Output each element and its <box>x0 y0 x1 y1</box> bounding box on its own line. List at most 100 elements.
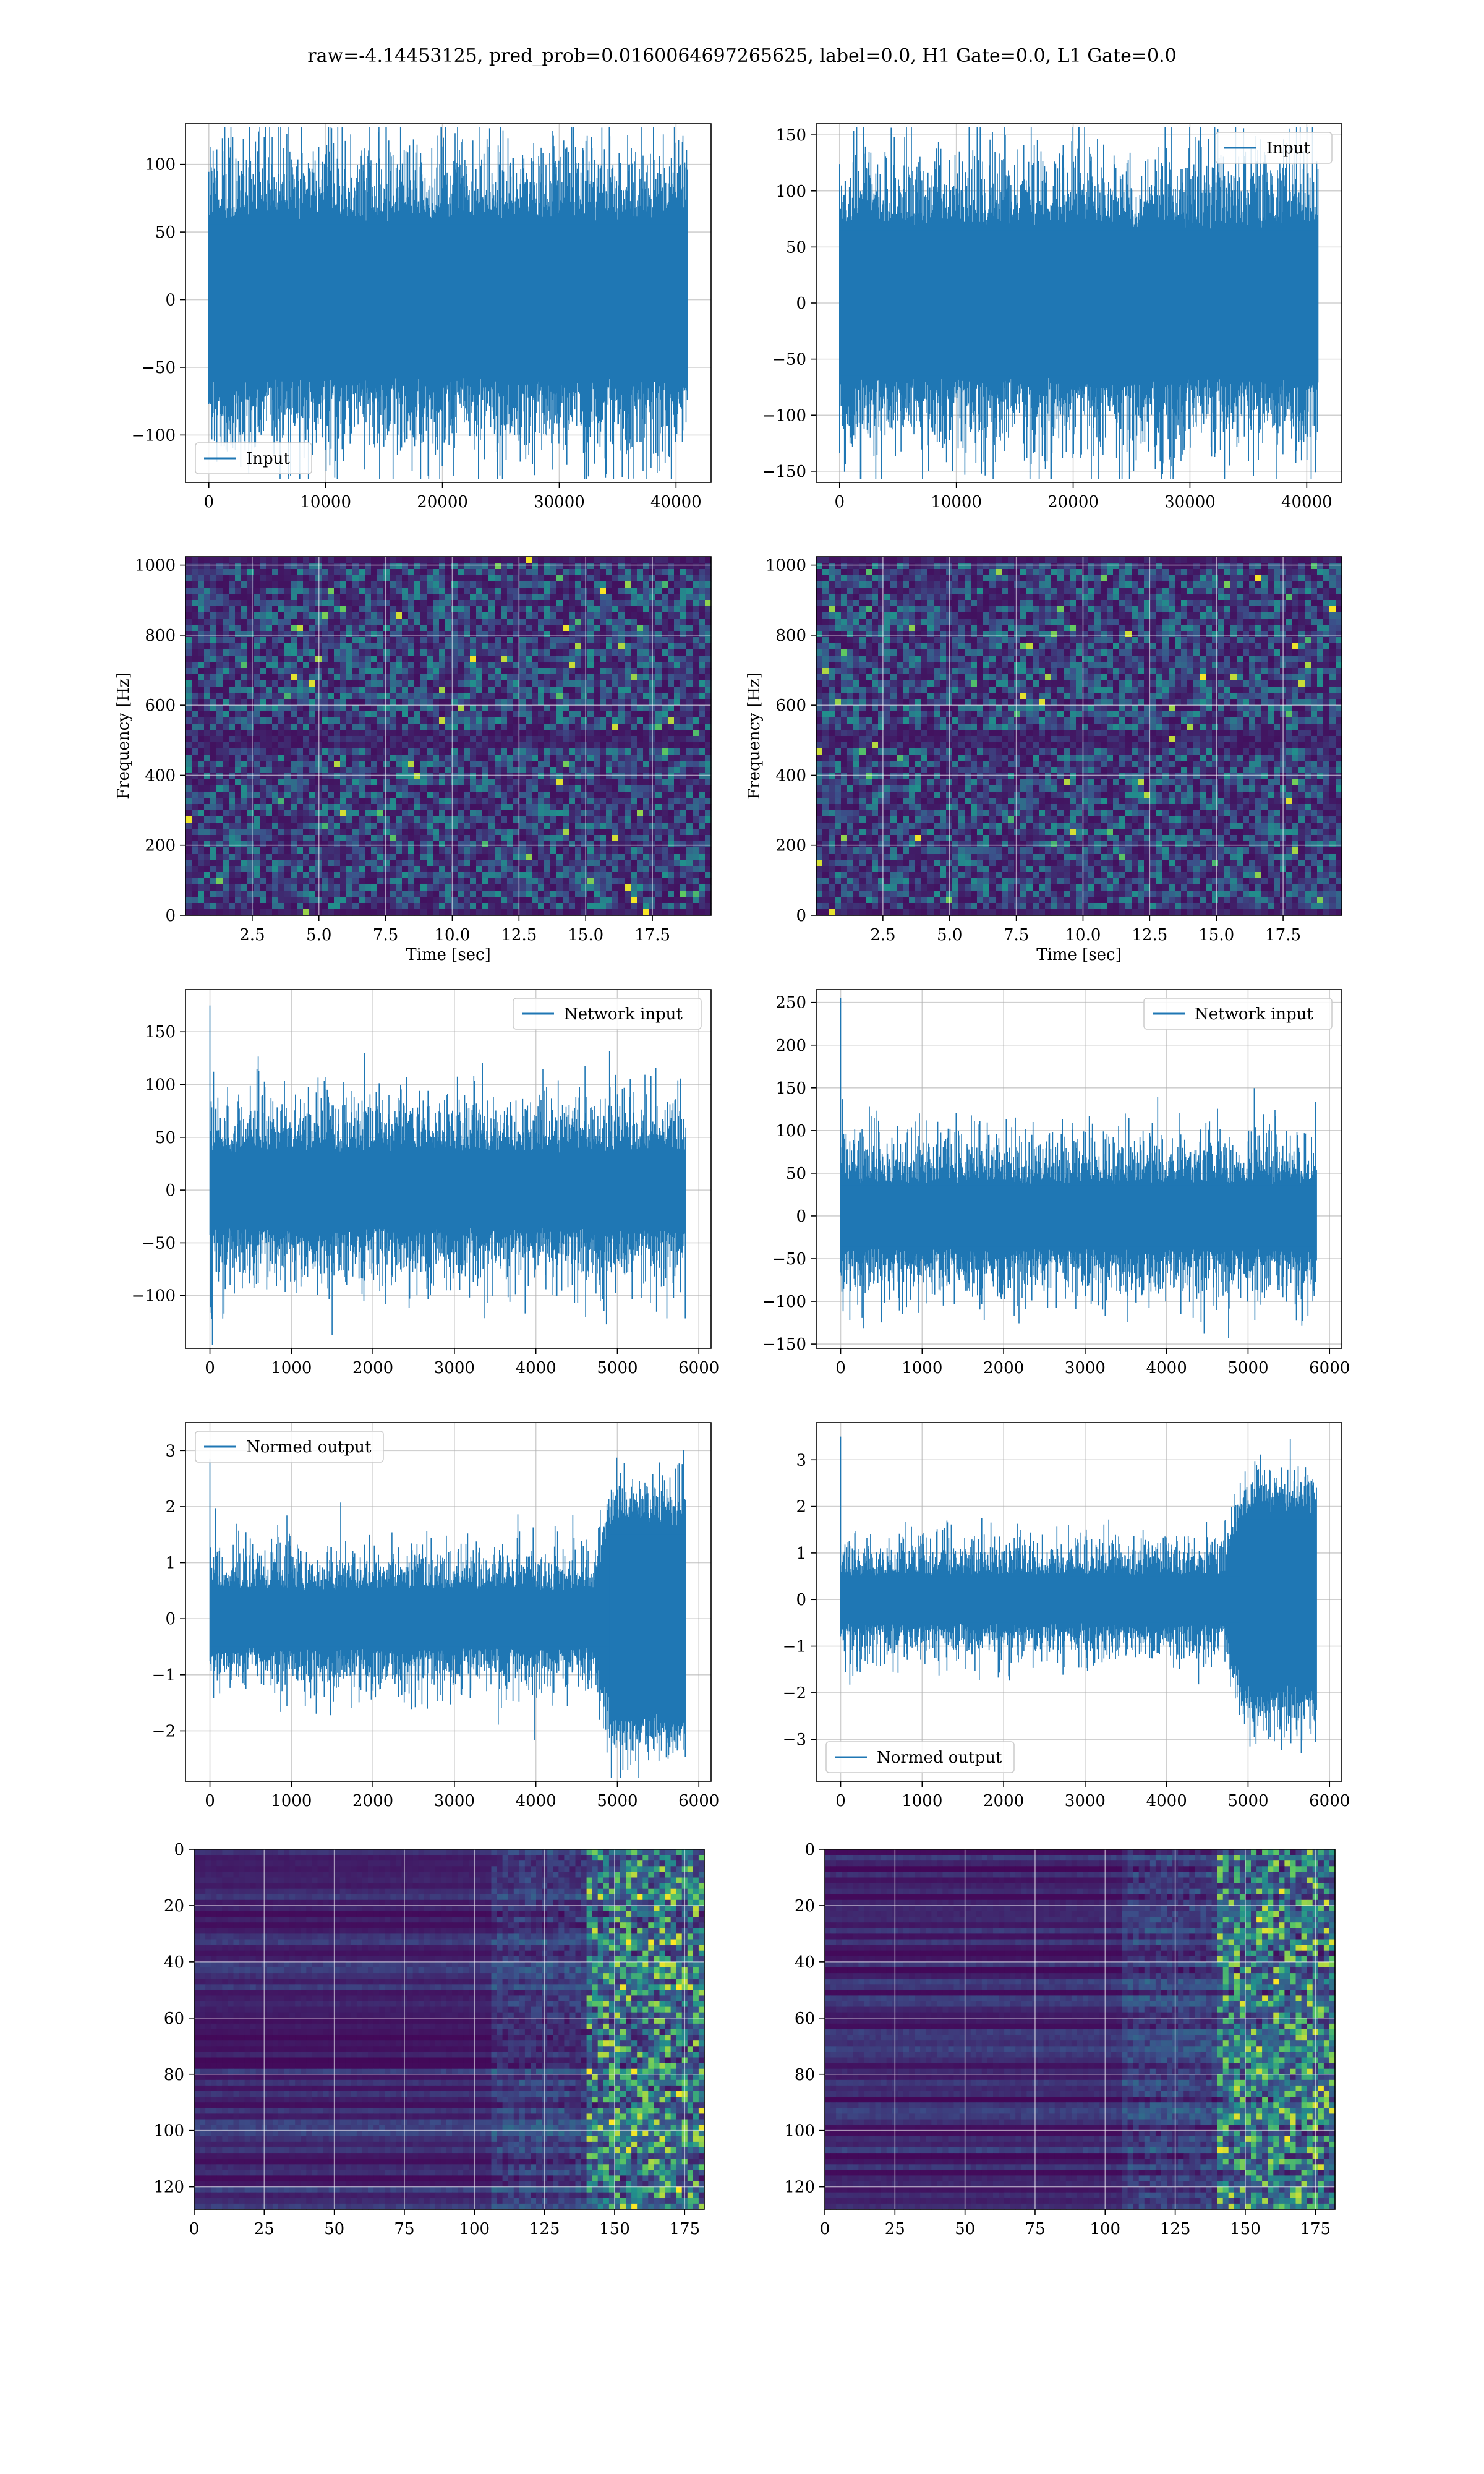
heatmap-cell <box>322 711 328 718</box>
heatmap-cell <box>390 687 396 693</box>
heatmap-cell <box>272 767 279 774</box>
heatmap-cell <box>272 705 279 712</box>
heatmap-cell <box>383 699 390 706</box>
heatmap-cell <box>482 884 489 891</box>
heatmap-cell <box>284 835 291 842</box>
heatmap-cell <box>563 637 569 644</box>
heatmap-cell <box>668 860 675 867</box>
heatmap-cell <box>303 804 310 811</box>
heatmap-cell <box>334 755 341 761</box>
heatmap-cell <box>674 705 681 712</box>
heatmap-cell <box>674 680 681 687</box>
heatmap-cell <box>526 711 532 718</box>
heatmap-cell <box>260 717 267 724</box>
heatmap-cell <box>662 649 668 656</box>
heatmap-cell <box>346 829 353 836</box>
heatmap-cell <box>519 785 526 792</box>
heatmap-cell <box>229 810 236 817</box>
heatmap-cell <box>482 674 489 681</box>
heatmap-cell <box>309 687 316 693</box>
heatmap-cell <box>482 730 489 737</box>
heatmap-cell <box>359 854 365 860</box>
heatmap-cell <box>507 792 514 798</box>
heatmap-cell <box>390 618 396 625</box>
heatmap-cell <box>297 835 304 842</box>
heatmap-cell <box>637 730 644 737</box>
heatmap-cell <box>192 724 198 730</box>
heatmap-cell <box>371 748 378 755</box>
heatmap-cell <box>470 711 477 718</box>
heatmap-cell <box>606 618 613 625</box>
heatmap-cell <box>433 594 440 601</box>
heatmap-cell <box>662 625 668 631</box>
heatmap-cell <box>427 575 433 582</box>
heatmap-cell <box>532 823 539 829</box>
heatmap-cell <box>587 785 594 792</box>
heatmap-cell <box>235 631 242 638</box>
heatmap-cell <box>216 730 223 737</box>
heatmap-cell <box>458 581 464 588</box>
heatmap-cell <box>458 674 464 681</box>
heatmap-cell <box>532 773 539 780</box>
heatmap-cell <box>445 594 452 601</box>
heatmap-cell <box>297 903 304 910</box>
heatmap-cell <box>241 891 248 897</box>
heatmap-cell <box>532 860 539 867</box>
heatmap-cell <box>198 668 205 675</box>
heatmap-cell <box>569 742 576 749</box>
heatmap-cell <box>600 909 607 916</box>
heatmap-cell <box>637 674 644 681</box>
heatmap-cell <box>198 860 205 867</box>
heatmap-cell <box>637 656 644 662</box>
heatmap-cell <box>476 785 483 792</box>
heatmap-cell <box>680 816 687 823</box>
heatmap-cell <box>186 841 192 848</box>
heatmap-cell <box>334 909 341 916</box>
heatmap-cell <box>216 569 223 576</box>
heatmap-cell <box>352 798 359 805</box>
heatmap-cell <box>408 755 415 761</box>
heatmap-cell <box>618 594 625 601</box>
heatmap-cell <box>532 717 539 724</box>
heatmap-cell <box>352 693 359 700</box>
heatmap-cell <box>396 779 403 786</box>
heatmap-cell <box>464 557 471 563</box>
heatmap-cell <box>556 649 563 656</box>
heatmap-cell <box>433 569 440 576</box>
heatmap-cell <box>216 557 223 563</box>
heatmap-cell <box>216 631 223 638</box>
heatmap-cell <box>643 662 650 669</box>
heatmap-cell <box>402 594 409 601</box>
heatmap-cell <box>396 625 403 631</box>
heatmap-cell <box>544 631 551 638</box>
heatmap-cell <box>600 674 607 681</box>
heatmap-cell <box>550 847 557 854</box>
heatmap-cell <box>309 705 316 712</box>
heatmap-cell <box>612 847 619 854</box>
heatmap-cell <box>210 878 217 885</box>
heatmap-cell <box>439 785 446 792</box>
heatmap-cell <box>705 643 712 650</box>
heatmap-cell <box>439 612 446 619</box>
heatmap-cell <box>427 631 433 638</box>
heatmap-cell <box>322 742 328 749</box>
heatmap-cell <box>532 798 539 805</box>
heatmap-cell <box>631 674 638 681</box>
heatmap-cell <box>408 662 415 669</box>
heatmap-cell <box>476 600 483 607</box>
heatmap-cell <box>625 606 631 613</box>
heatmap-cell <box>334 631 341 638</box>
heatmap-cell <box>216 792 223 798</box>
heatmap-cell <box>272 761 279 768</box>
heatmap-cell <box>210 643 217 650</box>
heatmap-cell <box>235 730 242 737</box>
heatmap-cell <box>198 798 205 805</box>
heatmap-cell <box>365 717 372 724</box>
heatmap-cell <box>433 829 440 836</box>
heatmap-cell <box>241 668 248 675</box>
heatmap-cell <box>260 866 267 873</box>
heatmap-cell <box>371 792 378 798</box>
heatmap-cell <box>631 866 638 873</box>
heatmap-cell <box>662 866 668 873</box>
heatmap-cell <box>427 835 433 842</box>
